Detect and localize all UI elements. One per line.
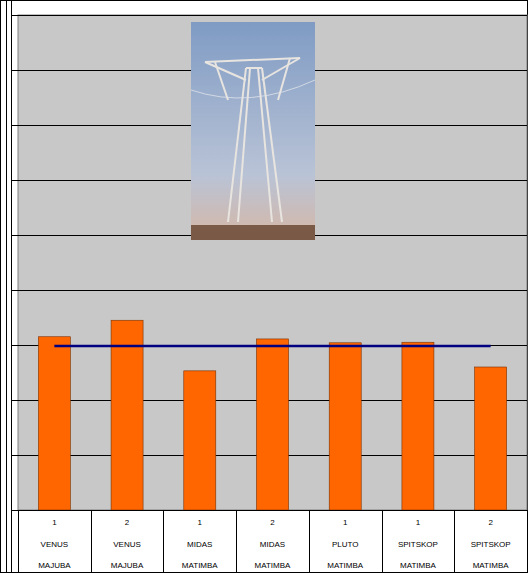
category-label: MAJUBA <box>38 561 71 570</box>
category-label: 1 <box>52 518 57 527</box>
tick-mark <box>11 290 18 291</box>
category-divider <box>527 510 528 573</box>
frame <box>1 1 528 573</box>
frame-line <box>11 0 12 573</box>
tick-mark <box>11 455 18 456</box>
plot-area <box>18 15 527 510</box>
tick-mark <box>11 70 18 71</box>
photo-pylon <box>205 58 300 62</box>
category-label: 2 <box>488 518 493 527</box>
category-label: MAJUBA <box>111 561 144 570</box>
category-label: MATIMBA <box>473 561 510 570</box>
bar <box>184 371 216 510</box>
bar <box>111 320 143 510</box>
category-divider <box>454 510 455 573</box>
category-label: 2 <box>125 518 130 527</box>
category-label: MIDAS <box>260 540 285 549</box>
bar <box>38 337 70 510</box>
photo <box>191 22 315 240</box>
tick-mark <box>11 180 18 181</box>
category-label: MIDAS <box>187 540 212 549</box>
category-label: 1 <box>198 518 203 527</box>
category-divider <box>382 510 383 573</box>
category-label: 1 <box>343 518 348 527</box>
category-label: VENUS <box>113 540 141 549</box>
grid-line <box>18 510 527 511</box>
grid-line <box>18 290 527 291</box>
photo-pylon <box>238 68 250 222</box>
category-divider <box>91 510 92 573</box>
tick-mark <box>11 345 18 346</box>
frame-line <box>6 0 7 573</box>
bar <box>475 367 507 510</box>
category-label: MATIMBA <box>400 561 437 570</box>
tick-mark <box>11 15 18 16</box>
photo-ground <box>191 225 315 240</box>
photo-wire <box>191 80 315 98</box>
photo-pylon <box>215 62 228 100</box>
photo-pylon <box>258 68 272 222</box>
category-label: 1 <box>416 518 421 527</box>
photo-pylon <box>278 58 290 100</box>
category-label: MATIMBA <box>182 561 219 570</box>
category-label: VENUS <box>41 540 69 549</box>
grid-line <box>18 345 527 346</box>
photo-pylon <box>205 62 246 80</box>
category-label: MATIMBA <box>255 561 292 570</box>
tick-mark <box>11 400 18 401</box>
bar <box>257 339 289 510</box>
photo-pylon <box>262 58 300 80</box>
category-label: SPITSKOP <box>398 540 438 549</box>
category-divider <box>236 510 237 573</box>
category-label: SPITSKOP <box>471 540 511 549</box>
category-divider <box>163 510 164 573</box>
tick-mark <box>11 235 18 236</box>
grid-line <box>18 15 527 16</box>
category-label: 2 <box>270 518 275 527</box>
category-divider <box>18 510 19 573</box>
bar <box>402 342 434 510</box>
category-divider <box>309 510 310 573</box>
tick-mark <box>11 510 18 511</box>
x-axis <box>18 510 527 511</box>
line <box>54 345 490 348</box>
category-label: PLUTO <box>332 540 359 549</box>
photo-sky <box>191 22 315 240</box>
photo-pylon <box>246 67 262 69</box>
marks <box>38 320 506 510</box>
chart: 1 VENUS MAJUBA 2 VENUS MAJUBA 1 MIDAS MATIMBA 2 MI… <box>0 0 528 573</box>
bar <box>329 343 361 510</box>
category-label: MATIMBA <box>327 561 364 570</box>
tick-mark <box>11 125 18 126</box>
